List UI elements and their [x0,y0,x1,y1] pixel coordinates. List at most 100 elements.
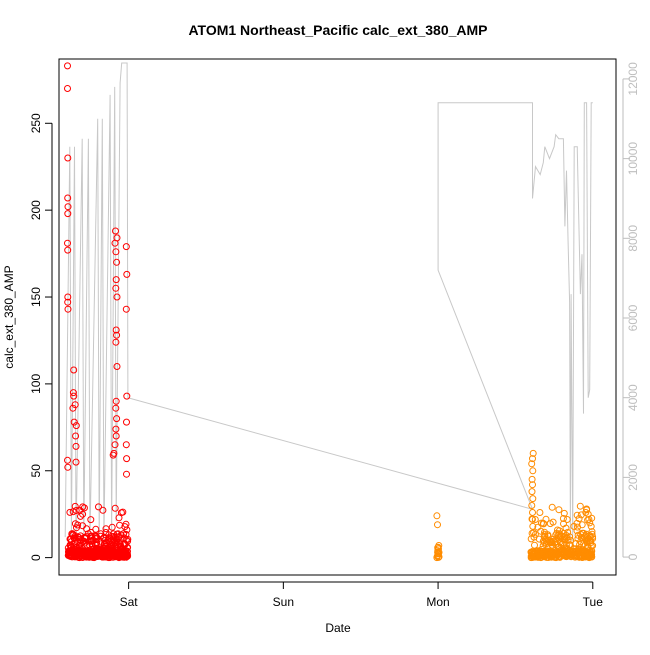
data-point [434,547,442,555]
data-point [108,523,116,531]
x-axis-label: Date [325,621,351,635]
data-point [557,549,565,556]
x-tick-label: Mon [426,595,449,609]
y-tick-label: 100 [29,374,43,394]
data-point [70,541,78,549]
data-point [96,547,104,555]
data-point [112,326,120,334]
data-point [64,463,72,471]
data-point [69,389,77,397]
data-point [570,548,577,555]
data-point [535,551,543,558]
data-point [583,536,591,544]
data-point [92,532,99,540]
plot-frame [58,58,617,576]
data-point [529,449,537,457]
data-point [576,540,584,548]
secondary-series-line [64,62,593,542]
data-point [554,531,562,539]
data-point [66,508,74,516]
data-point [542,549,549,557]
data-point [433,512,441,520]
y-axis-label: calc_ext_380_AMP [2,265,16,368]
data-point [79,550,86,558]
data-point [529,522,537,530]
data-point [528,475,536,483]
data-point [64,203,72,211]
data-point [542,540,550,548]
y-tick-label: 200 [29,200,43,220]
secondary-y-tick-label: 8000 [626,225,640,252]
data-point [586,519,594,527]
secondary-line-layer [64,62,593,542]
data-point [556,530,564,538]
x-tick-label: Sun [273,595,294,609]
data-point [540,520,548,528]
data-point [560,509,568,517]
data-point [578,529,586,537]
data-point [529,509,536,516]
data-point [548,503,556,511]
data-point [123,470,130,478]
data-point [64,305,72,313]
data-point [113,331,121,339]
data-point [71,551,79,559]
secondary-y-tick-label: 10000 [626,142,640,176]
data-point [98,549,106,557]
data-point [71,520,79,528]
data-point [113,258,121,266]
data-point [112,284,120,292]
data-point [575,515,583,523]
data-point [528,460,536,468]
data-point [109,451,117,459]
data-point [72,458,80,466]
data-point [577,530,585,538]
data-point [123,455,131,463]
x-tick-label: Tue [583,595,604,609]
data-point [552,531,560,539]
data-point [584,510,592,518]
data-point [585,515,593,523]
data-point [113,234,121,242]
data-point [64,210,72,218]
data-point [108,536,116,544]
data-point [544,531,552,539]
data-point [117,531,125,539]
secondary-y-tick-label: 12000 [626,62,640,96]
data-point [551,539,559,547]
data-point [553,529,561,537]
data-point [112,248,120,256]
data-point [586,537,594,545]
data-point [119,508,127,516]
data-point [67,552,75,560]
data-point [112,276,120,284]
data-point [71,401,79,409]
data-point [435,548,443,556]
data-point [528,488,536,496]
secondary-y-tick-label: 0 [626,553,640,560]
data-point [111,441,119,449]
data-point [81,535,89,543]
data-point [563,516,571,523]
data-point [113,415,121,423]
data-point [541,530,549,538]
data-point [97,540,105,548]
data-point [92,525,100,533]
data-point [113,293,121,301]
data-point [564,536,572,544]
data-point [107,533,115,540]
data-point [559,515,567,522]
data-point [76,544,84,552]
data-point [64,246,72,254]
data-point [536,509,544,516]
data-point [77,539,85,547]
data-point [102,529,110,536]
data-point [568,549,576,556]
data-point [529,467,537,475]
y-tick-label: 250 [29,113,43,133]
data-point [531,516,539,523]
data-point [555,506,563,514]
data-point [535,535,543,543]
data-point [64,456,71,464]
